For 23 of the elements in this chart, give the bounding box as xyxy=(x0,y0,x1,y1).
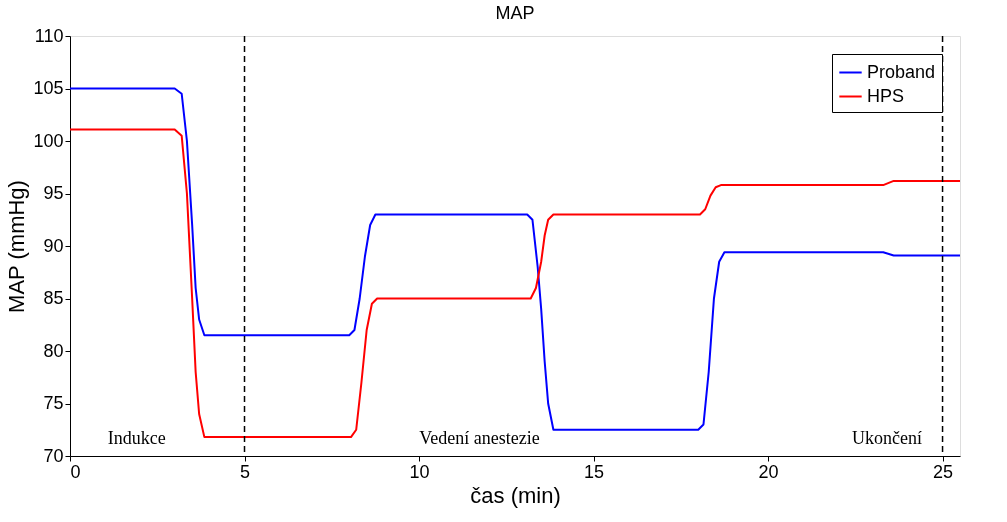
y-axis-title: MAP (mmHg) xyxy=(4,180,30,313)
y-tick-label: 75 xyxy=(43,393,64,413)
x-tick-label: 25 xyxy=(933,461,954,482)
x-tick-label: 20 xyxy=(758,461,779,482)
x-tick-label: 15 xyxy=(584,461,605,482)
annotation: Vedení anestezie xyxy=(419,428,540,448)
x-tick-label: 0 xyxy=(70,461,81,482)
chart-title: MAP xyxy=(495,3,535,23)
y-tick-label: 110 xyxy=(34,25,64,46)
x-tick-label: 10 xyxy=(409,461,430,482)
y-tick-label: 95 xyxy=(43,183,64,203)
annotation: Ukončení xyxy=(852,428,923,448)
x-axis-title: čas (min) xyxy=(470,482,561,508)
y-tick-label: 85 xyxy=(43,288,64,308)
x-tick-label: 5 xyxy=(240,461,251,482)
y-tick-label: 90 xyxy=(43,235,64,256)
legend-label: HPS xyxy=(867,85,905,106)
y-tick-label: 100 xyxy=(33,130,64,151)
y-tick-label: 80 xyxy=(43,340,64,361)
y-tick-label: 105 xyxy=(33,78,64,98)
legend-label: Proband xyxy=(867,61,936,82)
y-tick-label: 70 xyxy=(43,445,64,466)
annotation: Indukce xyxy=(107,428,166,448)
